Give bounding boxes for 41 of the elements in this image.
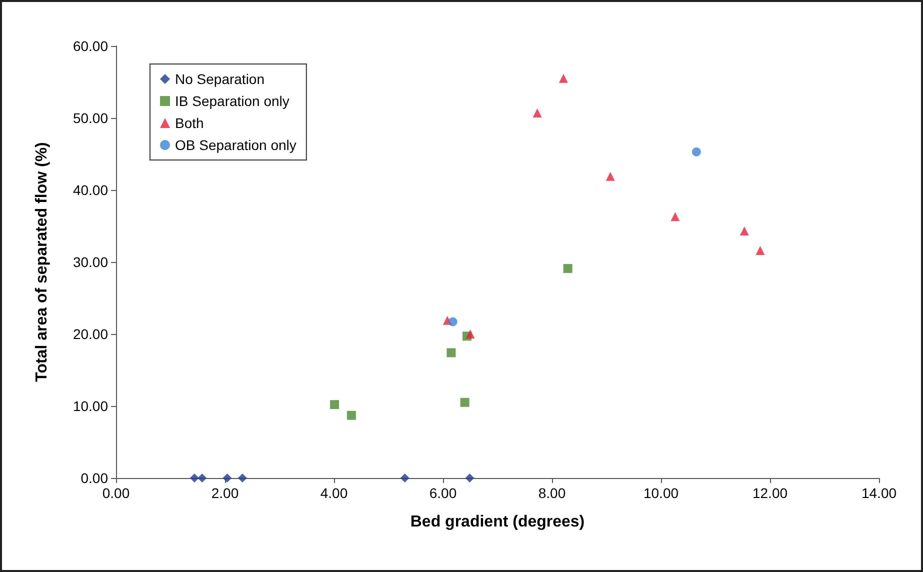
y-tick-label: 0.00 bbox=[80, 470, 108, 486]
point bbox=[190, 474, 199, 482]
point bbox=[756, 246, 765, 255]
x-tick-label: 4.00 bbox=[320, 485, 348, 501]
legend-label: Both bbox=[175, 115, 204, 131]
point bbox=[532, 108, 542, 118]
y-tick-label: 50.00 bbox=[72, 110, 108, 126]
point bbox=[460, 398, 470, 407]
point bbox=[198, 474, 207, 482]
point bbox=[446, 348, 456, 358]
x-tick-label: 10.00 bbox=[643, 485, 679, 501]
y-tick-label: 10.00 bbox=[72, 398, 108, 414]
point bbox=[465, 474, 474, 482]
point bbox=[670, 212, 680, 222]
y-tick-label: 40.00 bbox=[72, 182, 108, 198]
point bbox=[563, 264, 572, 273]
legend-label: IB Separation only bbox=[175, 93, 290, 109]
point bbox=[558, 74, 568, 83]
y-tick-label: 30.00 bbox=[72, 254, 108, 270]
point bbox=[222, 474, 232, 482]
point bbox=[692, 147, 701, 156]
y-tick-label: 60.00 bbox=[72, 38, 108, 54]
point bbox=[740, 226, 749, 236]
x-tick-label: 12.00 bbox=[752, 485, 788, 501]
point bbox=[330, 400, 340, 410]
legend-label: No Separation bbox=[175, 71, 265, 87]
point bbox=[466, 330, 475, 338]
x-tick-label: 14.00 bbox=[861, 485, 897, 501]
x-tick-label: 8.00 bbox=[538, 485, 566, 501]
x-tick-label: 2.00 bbox=[211, 485, 239, 501]
x-tick-label: 0.00 bbox=[102, 485, 130, 501]
point bbox=[238, 474, 247, 482]
x-tick-label: 6.00 bbox=[429, 485, 457, 501]
point bbox=[606, 172, 615, 181]
legend-label: OB Separation only bbox=[175, 137, 296, 153]
point bbox=[346, 410, 356, 420]
y-axis-title: Total area of separated flow (%) bbox=[34, 142, 50, 382]
point bbox=[448, 317, 458, 326]
x-axis-title: Bed gradient (degrees) bbox=[410, 514, 585, 530]
y-tick-label: 20.00 bbox=[72, 326, 108, 342]
point bbox=[400, 474, 410, 482]
